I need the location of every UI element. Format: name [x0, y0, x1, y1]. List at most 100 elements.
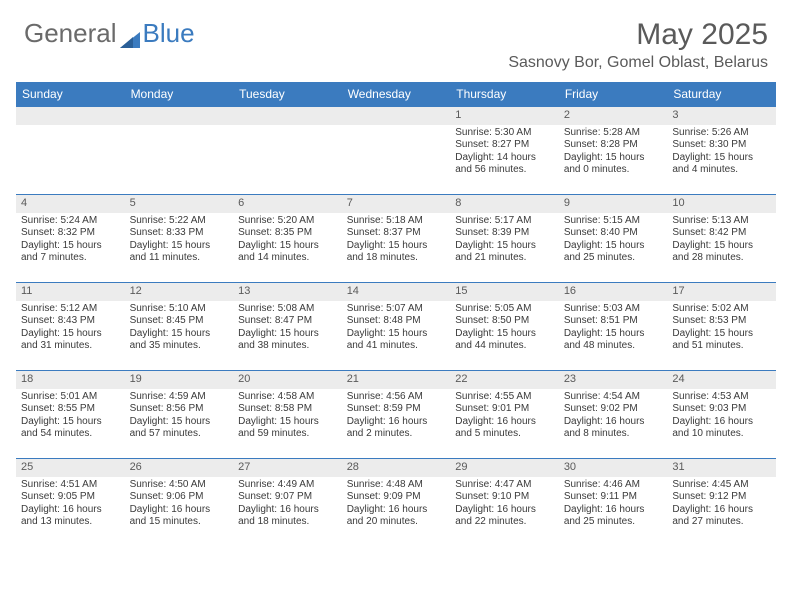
daylight-line: Daylight: 15 hours and 51 minutes. — [672, 328, 771, 353]
sunrise-line: Sunrise: 5:12 AM — [21, 303, 120, 316]
sunset-line: Sunset: 9:02 PM — [564, 403, 663, 416]
day-cell: 28Sunrise: 4:48 AMSunset: 9:09 PMDayligh… — [342, 459, 451, 547]
day-body: Sunrise: 5:17 AMSunset: 8:39 PMDaylight:… — [450, 213, 559, 268]
daylight-line: Daylight: 16 hours and 5 minutes. — [455, 416, 554, 441]
day-number — [16, 107, 125, 125]
sunset-line: Sunset: 8:58 PM — [238, 403, 337, 416]
day-body: Sunrise: 5:12 AMSunset: 8:43 PMDaylight:… — [16, 301, 125, 356]
sunset-line: Sunset: 9:11 PM — [564, 491, 663, 504]
daylight-line: Daylight: 16 hours and 20 minutes. — [347, 504, 446, 529]
day-body: Sunrise: 5:03 AMSunset: 8:51 PMDaylight:… — [559, 301, 668, 356]
day-number: 24 — [667, 371, 776, 389]
daylight-line: Daylight: 15 hours and 7 minutes. — [21, 240, 120, 265]
daylight-line: Daylight: 15 hours and 28 minutes. — [672, 240, 771, 265]
day-number: 20 — [233, 371, 342, 389]
week-row: 18Sunrise: 5:01 AMSunset: 8:55 PMDayligh… — [16, 371, 776, 459]
sunrise-line: Sunrise: 5:18 AM — [347, 215, 446, 228]
week-row: 25Sunrise: 4:51 AMSunset: 9:05 PMDayligh… — [16, 459, 776, 547]
sunset-line: Sunset: 9:10 PM — [455, 491, 554, 504]
dow-friday: Friday — [559, 82, 668, 107]
day-number: 7 — [342, 195, 451, 213]
day-cell: 11Sunrise: 5:12 AMSunset: 8:43 PMDayligh… — [16, 283, 125, 371]
header: General Blue May 2025 Sasnovy Bor, Gomel… — [0, 0, 792, 76]
daylight-line: Daylight: 14 hours and 56 minutes. — [455, 152, 554, 177]
day-cell: 20Sunrise: 4:58 AMSunset: 8:58 PMDayligh… — [233, 371, 342, 459]
dow-saturday: Saturday — [667, 82, 776, 107]
day-cell: 2Sunrise: 5:28 AMSunset: 8:28 PMDaylight… — [559, 107, 668, 195]
sunrise-line: Sunrise: 4:55 AM — [455, 391, 554, 404]
daylight-line: Daylight: 15 hours and 59 minutes. — [238, 416, 337, 441]
day-cell — [125, 107, 234, 195]
calendar-body: 1Sunrise: 5:30 AMSunset: 8:27 PMDaylight… — [16, 107, 776, 547]
day-body: Sunrise: 4:47 AMSunset: 9:10 PMDaylight:… — [450, 477, 559, 532]
day-cell: 19Sunrise: 4:59 AMSunset: 8:56 PMDayligh… — [125, 371, 234, 459]
daylight-line: Daylight: 15 hours and 38 minutes. — [238, 328, 337, 353]
day-cell: 8Sunrise: 5:17 AMSunset: 8:39 PMDaylight… — [450, 195, 559, 283]
day-cell: 10Sunrise: 5:13 AMSunset: 8:42 PMDayligh… — [667, 195, 776, 283]
day-body: Sunrise: 5:02 AMSunset: 8:53 PMDaylight:… — [667, 301, 776, 356]
sunset-line: Sunset: 8:27 PM — [455, 139, 554, 152]
sunrise-line: Sunrise: 5:13 AM — [672, 215, 771, 228]
day-cell: 18Sunrise: 5:01 AMSunset: 8:55 PMDayligh… — [16, 371, 125, 459]
day-cell — [342, 107, 451, 195]
daylight-line: Daylight: 16 hours and 8 minutes. — [564, 416, 663, 441]
sunset-line: Sunset: 8:43 PM — [21, 315, 120, 328]
day-body: Sunrise: 4:59 AMSunset: 8:56 PMDaylight:… — [125, 389, 234, 444]
sunrise-line: Sunrise: 5:08 AM — [238, 303, 337, 316]
day-cell: 12Sunrise: 5:10 AMSunset: 8:45 PMDayligh… — [125, 283, 234, 371]
day-number: 4 — [16, 195, 125, 213]
sunrise-line: Sunrise: 5:01 AM — [21, 391, 120, 404]
daylight-line: Daylight: 15 hours and 18 minutes. — [347, 240, 446, 265]
day-body: Sunrise: 4:54 AMSunset: 9:02 PMDaylight:… — [559, 389, 668, 444]
sunrise-line: Sunrise: 5:26 AM — [672, 127, 771, 140]
sunset-line: Sunset: 9:03 PM — [672, 403, 771, 416]
day-number: 2 — [559, 107, 668, 125]
day-number: 30 — [559, 459, 668, 477]
daylight-line: Daylight: 16 hours and 2 minutes. — [347, 416, 446, 441]
sunrise-line: Sunrise: 4:56 AM — [347, 391, 446, 404]
day-number: 3 — [667, 107, 776, 125]
day-number: 15 — [450, 283, 559, 301]
day-cell: 25Sunrise: 4:51 AMSunset: 9:05 PMDayligh… — [16, 459, 125, 547]
day-body: Sunrise: 4:49 AMSunset: 9:07 PMDaylight:… — [233, 477, 342, 532]
day-body: Sunrise: 5:30 AMSunset: 8:27 PMDaylight:… — [450, 125, 559, 180]
sunrise-line: Sunrise: 5:30 AM — [455, 127, 554, 140]
day-cell: 23Sunrise: 4:54 AMSunset: 9:02 PMDayligh… — [559, 371, 668, 459]
day-body: Sunrise: 5:20 AMSunset: 8:35 PMDaylight:… — [233, 213, 342, 268]
week-row: 1Sunrise: 5:30 AMSunset: 8:27 PMDaylight… — [16, 107, 776, 195]
sunset-line: Sunset: 8:28 PM — [564, 139, 663, 152]
daylight-line: Daylight: 16 hours and 13 minutes. — [21, 504, 120, 529]
day-body: Sunrise: 5:26 AMSunset: 8:30 PMDaylight:… — [667, 125, 776, 180]
day-number: 23 — [559, 371, 668, 389]
day-number: 26 — [125, 459, 234, 477]
sunset-line: Sunset: 8:30 PM — [672, 139, 771, 152]
day-cell: 14Sunrise: 5:07 AMSunset: 8:48 PMDayligh… — [342, 283, 451, 371]
sunset-line: Sunset: 9:05 PM — [21, 491, 120, 504]
day-body: Sunrise: 4:55 AMSunset: 9:01 PMDaylight:… — [450, 389, 559, 444]
sunset-line: Sunset: 8:47 PM — [238, 315, 337, 328]
day-cell — [16, 107, 125, 195]
sunset-line: Sunset: 9:09 PM — [347, 491, 446, 504]
day-cell — [233, 107, 342, 195]
daylight-line: Daylight: 15 hours and 57 minutes. — [130, 416, 229, 441]
daylight-line: Daylight: 15 hours and 48 minutes. — [564, 328, 663, 353]
daylight-line: Daylight: 16 hours and 27 minutes. — [672, 504, 771, 529]
day-cell: 7Sunrise: 5:18 AMSunset: 8:37 PMDaylight… — [342, 195, 451, 283]
day-body: Sunrise: 5:13 AMSunset: 8:42 PMDaylight:… — [667, 213, 776, 268]
day-body: Sunrise: 4:48 AMSunset: 9:09 PMDaylight:… — [342, 477, 451, 532]
sunset-line: Sunset: 8:59 PM — [347, 403, 446, 416]
day-number: 13 — [233, 283, 342, 301]
sunset-line: Sunset: 8:45 PM — [130, 315, 229, 328]
day-cell: 5Sunrise: 5:22 AMSunset: 8:33 PMDaylight… — [125, 195, 234, 283]
sunrise-line: Sunrise: 4:50 AM — [130, 479, 229, 492]
day-number: 25 — [16, 459, 125, 477]
day-body: Sunrise: 5:28 AMSunset: 8:28 PMDaylight:… — [559, 125, 668, 180]
day-body: Sunrise: 4:56 AMSunset: 8:59 PMDaylight:… — [342, 389, 451, 444]
sunrise-line: Sunrise: 5:17 AM — [455, 215, 554, 228]
day-body: Sunrise: 5:10 AMSunset: 8:45 PMDaylight:… — [125, 301, 234, 356]
sunset-line: Sunset: 8:48 PM — [347, 315, 446, 328]
day-number: 5 — [125, 195, 234, 213]
logo-text-2: Blue — [143, 18, 195, 49]
sunrise-line: Sunrise: 4:59 AM — [130, 391, 229, 404]
day-body: Sunrise: 5:24 AMSunset: 8:32 PMDaylight:… — [16, 213, 125, 268]
